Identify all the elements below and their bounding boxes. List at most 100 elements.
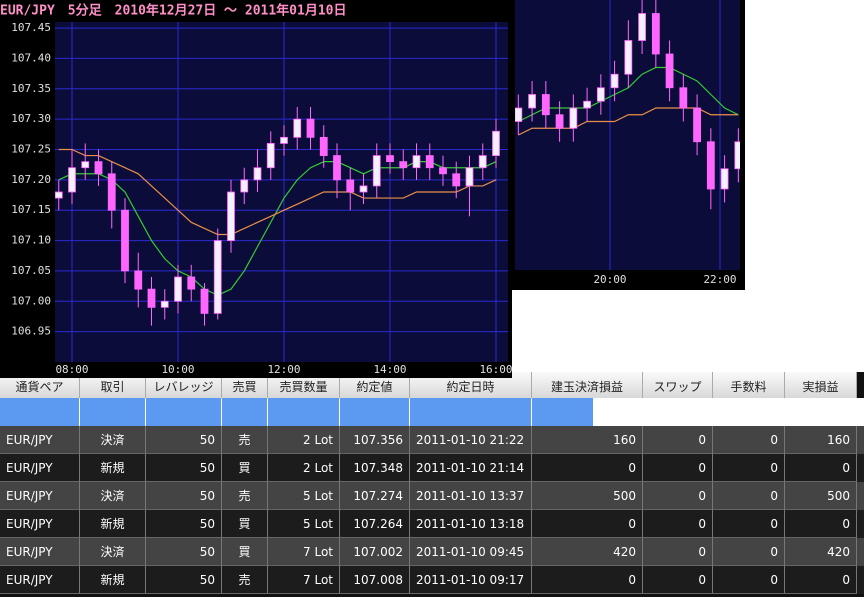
table-cell: 買	[222, 538, 268, 566]
table-cell: 0	[643, 566, 713, 594]
table-cell: 2011-01-10 21:22	[410, 426, 532, 454]
candle-body	[706, 141, 715, 190]
table-cell: 500	[532, 482, 643, 510]
y-tick-label: 107.30	[11, 112, 51, 125]
table-cell: 0	[643, 510, 713, 538]
candle-body	[253, 167, 262, 181]
candle-body	[359, 185, 368, 193]
candle-body	[333, 155, 341, 181]
header-cell[interactable]: 手数料	[713, 372, 785, 398]
table-cell: 買	[222, 510, 268, 538]
y-tick-label: 107.25	[11, 143, 51, 156]
table-cell: 決済	[80, 482, 146, 510]
table-cell: 5 Lot	[268, 510, 340, 538]
table-cell: 420	[532, 538, 643, 566]
table-cell: 160	[532, 426, 643, 454]
y-tick-label: 107.05	[11, 264, 51, 277]
table-cell: 107.348	[340, 454, 410, 482]
candle-body	[555, 114, 564, 129]
table-cell: 新規	[80, 454, 146, 482]
candle-body	[569, 107, 578, 129]
candle-body	[425, 155, 434, 169]
table-cell: 107.264	[340, 510, 410, 538]
candle-body	[452, 173, 461, 187]
candle-body	[55, 191, 63, 199]
y-tick-label: 107.40	[11, 51, 51, 64]
header-cell[interactable]: 実損益	[785, 372, 857, 398]
candle-body	[651, 13, 660, 55]
blank-cell	[146, 398, 222, 426]
table-row[interactable]: EUR/JPY 新規 50 買 5 Lot 107.264 2011-01-10 13:18…	[0, 510, 864, 538]
table-cell: 0	[532, 566, 643, 594]
candle-body	[187, 276, 196, 290]
candle-body	[665, 53, 674, 89]
table-cell: 50	[146, 454, 222, 482]
candle-body	[386, 155, 394, 163]
table-cell: 107.274	[340, 482, 410, 510]
candle-body	[541, 94, 550, 116]
table-row[interactable]: EUR/JPY 決済 50 売 2 Lot 107.356 2011-01-10 21:22…	[0, 426, 864, 454]
candle-body	[240, 179, 249, 193]
table-cell: 0	[643, 482, 713, 510]
candle-body	[610, 73, 619, 89]
table-cell: 売	[222, 566, 268, 594]
candle-body	[319, 136, 328, 156]
table-row[interactable]: EUR/JPY 決済 50 売 5 Lot 107.274 2011-01-10 13:37…	[0, 482, 864, 510]
table-cell: 買	[222, 454, 268, 482]
table-cell: 160	[785, 426, 857, 454]
candle-body	[679, 87, 688, 109]
table-cell: EUR/JPY	[0, 426, 80, 454]
x-tick-label: 14:00	[373, 363, 406, 376]
table-cell: 0	[713, 538, 785, 566]
table-cell: 0	[532, 454, 643, 482]
table-row[interactable]: EUR/JPY 決済 50 買 7 Lot 107.002 2011-01-10 09:45…	[0, 538, 864, 566]
chart-title: EUR/JPY 5分足 2010年12月27日 ～ 2011年01月10日	[0, 3, 347, 19]
header-cell[interactable]: スワップ	[643, 372, 713, 398]
x-tick-label: 08:00	[55, 363, 88, 376]
candle-body	[583, 100, 591, 109]
table-cell: 7 Lot	[268, 538, 340, 566]
table-row[interactable]: EUR/JPY 新規 50 買 2 Lot 107.348 2011-01-10 21:14…	[0, 454, 864, 482]
blank-cell	[340, 398, 410, 426]
table-cell: 500	[785, 482, 857, 510]
header-cell[interactable]: 建玉決済損益	[532, 372, 643, 398]
table-cell: 2 Lot	[268, 426, 340, 454]
blank-cell	[643, 398, 713, 426]
x-tick-label: 10:00	[161, 363, 194, 376]
candle-body	[638, 13, 646, 41]
table-cell: 2011-01-10 09:45	[410, 538, 532, 566]
table-row[interactable]: EUR/JPY 新規 50 売 7 Lot 107.008 2011-01-10 09:17…	[0, 566, 864, 594]
candle-body	[147, 288, 156, 308]
blank-cell	[80, 398, 146, 426]
table-cell: 50	[146, 510, 222, 538]
table-cell: 0	[532, 510, 643, 538]
x-tick-label: 16:00	[479, 363, 512, 376]
blank-cell	[785, 398, 857, 426]
candle-body	[399, 161, 408, 169]
candle-body	[134, 270, 143, 290]
y-tick-label: 107.15	[11, 203, 51, 216]
table-cell: 新規	[80, 566, 146, 594]
table-cell: 2011-01-10 13:37	[410, 482, 532, 510]
table-cell: 5 Lot	[268, 482, 340, 510]
charts: EUR/JPY 5分足 2010年12月27日 ～ 2011年01月10日 10…	[0, 0, 745, 378]
table-cell: 決済	[80, 538, 146, 566]
candle-body	[94, 161, 103, 175]
table-cell: 0	[713, 566, 785, 594]
moving-average	[518, 107, 739, 136]
x-tick-label: 22:00	[703, 273, 736, 286]
blank-cell	[713, 398, 785, 426]
table-cell: 0	[713, 454, 785, 482]
table-cell: 売	[222, 482, 268, 510]
blank-cell	[222, 398, 268, 426]
candle-body	[528, 94, 536, 109]
candle-body	[200, 288, 209, 314]
table-cell: EUR/JPY	[0, 510, 80, 538]
candle-body	[439, 167, 447, 175]
y-tick-label: 107.45	[11, 21, 51, 34]
candle-body	[280, 136, 288, 144]
table-cell: 50	[146, 426, 222, 454]
table-cell: 2011-01-10 09:17	[410, 566, 532, 594]
table-cell: 107.002	[340, 538, 410, 566]
